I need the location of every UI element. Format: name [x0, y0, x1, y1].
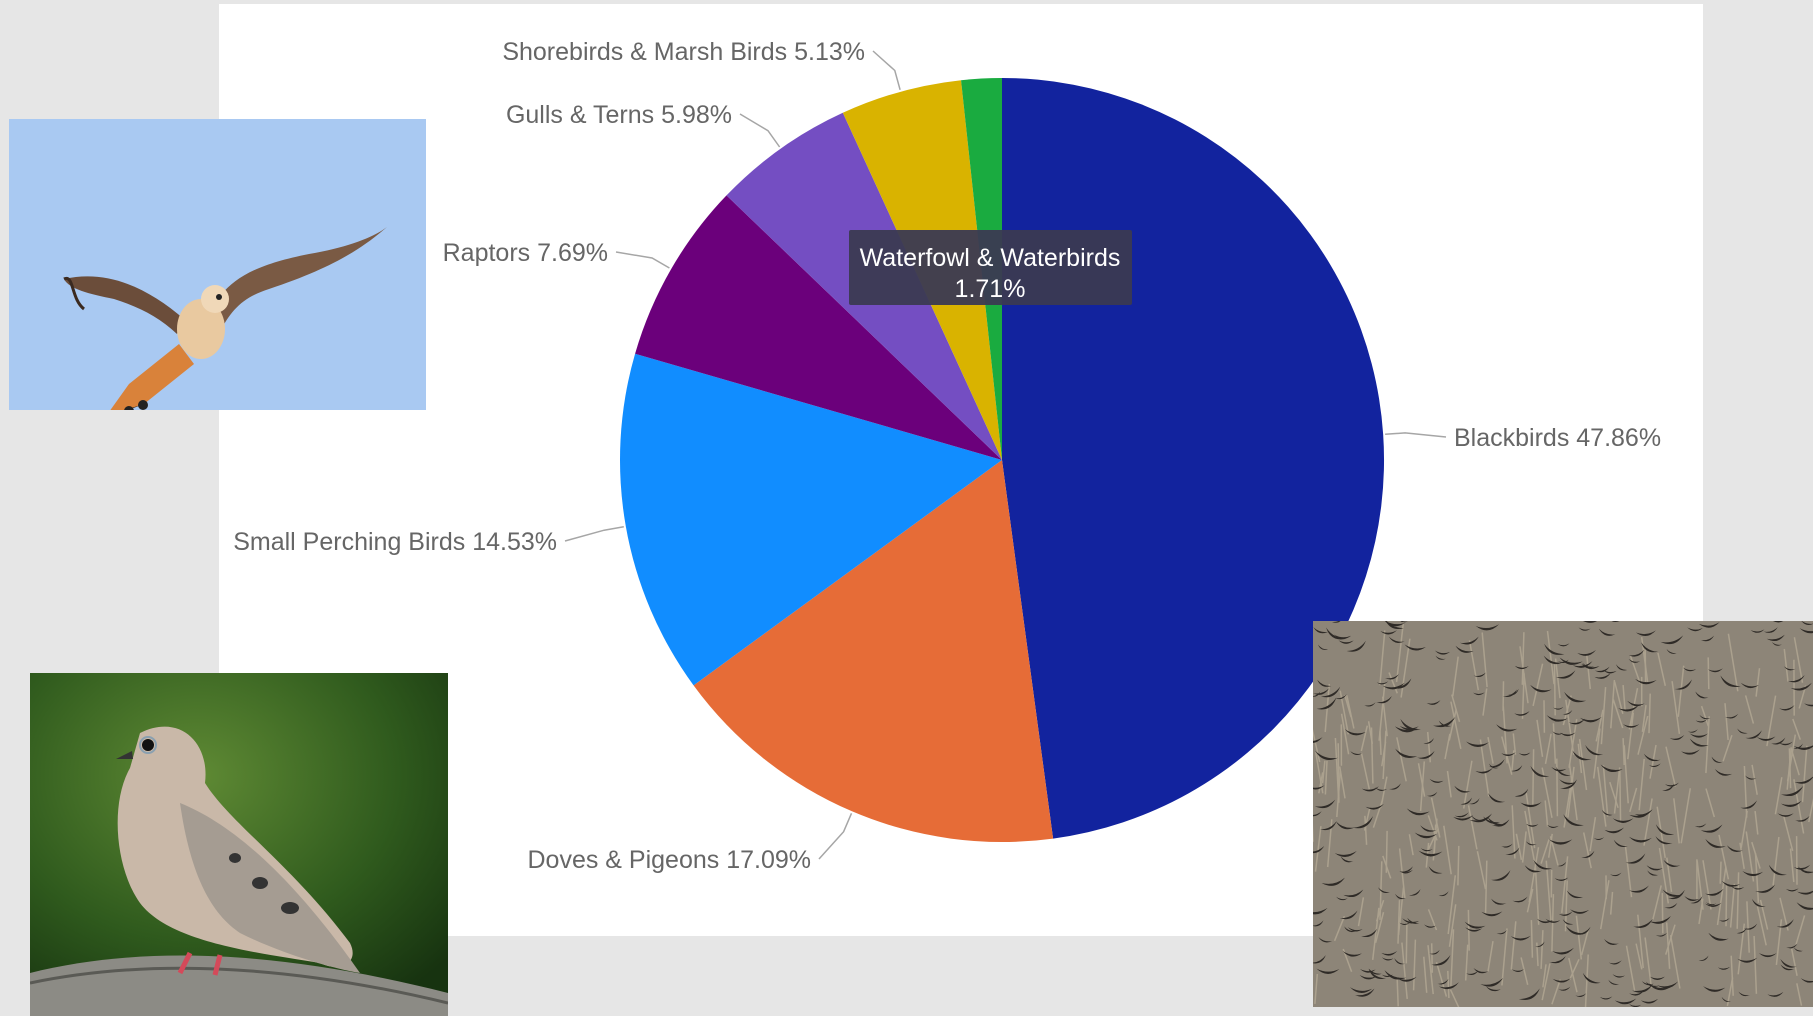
slice-label: Raptors 7.69%: [443, 239, 608, 267]
pie-slice-raptors[interactable]: [635, 195, 1002, 460]
leader-line: [1385, 432, 1447, 438]
slice-label: Shorebirds & Marsh Birds 5.13%: [502, 38, 865, 66]
slice-labels: Blackbirds 47.86% Doves & Pigeons 17.09% S…: [233, 38, 1661, 874]
slice-label: Small Perching Birds 14.53%: [233, 528, 557, 556]
leader-line: [872, 50, 901, 90]
slice-label: Gulls & Terns 5.98%: [506, 101, 732, 129]
chart-panel: Blackbirds 47.86% Doves & Pigeons 17.09% S…: [219, 4, 1703, 936]
leader-line: [564, 525, 624, 542]
dove-photo: [30, 673, 448, 1016]
leader-line: [615, 251, 670, 269]
slice-label: Doves & Pigeons 17.09%: [527, 846, 811, 874]
slice-label: Blackbirds 47.86%: [1454, 424, 1661, 452]
pie-chart[interactable]: Blackbirds 47.86% Doves & Pigeons 17.09% S…: [219, 4, 1703, 936]
tooltip-box: [849, 230, 1132, 305]
pie-slices[interactable]: [620, 77, 1385, 843]
tooltip: Waterfowl & Waterbirds 1.71%: [849, 230, 1132, 305]
flock-photo: [1313, 621, 1813, 1007]
tooltip-value: 1.71%: [955, 275, 1026, 303]
leader-line: [739, 113, 781, 148]
tooltip-title: Waterfowl & Waterbirds: [860, 244, 1121, 272]
pie-slice-doves-pigeons[interactable]: [693, 460, 1054, 843]
pie-slice-small-perching-birds[interactable]: [620, 353, 1002, 686]
leader-line: [818, 813, 853, 860]
kestrel-photo: [9, 119, 426, 410]
leader-lines: [564, 50, 1447, 860]
